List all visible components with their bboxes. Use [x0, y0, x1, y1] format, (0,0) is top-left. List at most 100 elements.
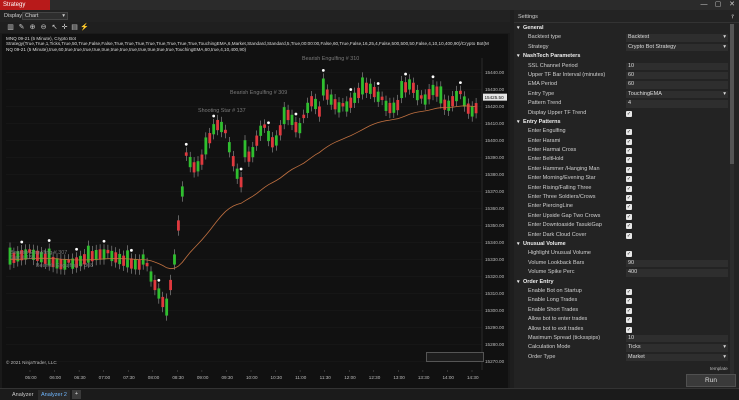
settings-checkbox[interactable]: ✓: [626, 288, 632, 295]
settings-category[interactable]: ▾ Entry Patterns: [514, 118, 728, 127]
candle-body: [306, 102, 310, 113]
settings-checkbox[interactable]: ✓: [626, 251, 632, 258]
signal-dot: [321, 68, 325, 72]
settings-checkbox[interactable]: ✓: [626, 317, 632, 324]
x-tick-label: 11:30: [320, 375, 332, 380]
candle-body: [349, 97, 353, 108]
settings-scrollbar[interactable]: [730, 24, 734, 374]
strategy-icon[interactable]: ⚡: [80, 24, 89, 31]
settings-label: EMA Period: [528, 81, 558, 88]
crosshair-icon[interactable]: ✛: [61, 24, 68, 31]
settings-checkbox[interactable]: ✓: [626, 110, 632, 117]
settings-checkbox[interactable]: ✓: [626, 204, 632, 211]
add-tab-button[interactable]: +: [72, 390, 81, 399]
price-chart[interactable]: 15440.00 15430.00 15420.00 15410.00 15400.00…: [2, 34, 508, 388]
settings-label: Enable Bot on Startup: [528, 287, 582, 294]
settings-checkbox[interactable]: ✓: [626, 166, 632, 173]
settings-checkbox[interactable]: ✓: [626, 129, 632, 136]
collapse-arrow-icon[interactable]: ▾: [517, 118, 520, 125]
settings-label: Enter Dark Cloud Cover: [528, 231, 587, 238]
settings-input[interactable]: 60: [626, 71, 728, 80]
candle-body: [329, 94, 333, 105]
tab-analyzer[interactable]: Analyzer: [12, 392, 34, 398]
settings-select[interactable]: Ticks ▾: [626, 344, 728, 352]
zoom-in-icon[interactable]: ⊕: [29, 24, 36, 31]
chart-legend-box: [426, 352, 484, 362]
pencil-icon[interactable]: ✎: [18, 24, 25, 31]
chart-canvas[interactable]: 15440.00 15430.00 15420.00 15410.00 15400.00…: [2, 34, 508, 388]
zoom-out-icon[interactable]: ⊖: [40, 24, 47, 31]
settings-category[interactable]: ▾ Unusual Volume: [514, 240, 728, 249]
candle-body: [310, 96, 313, 107]
settings-checkbox[interactable]: ✓: [626, 298, 632, 305]
display-select[interactable]: Chart ▾: [22, 12, 68, 20]
x-tick-label: 11:00: [295, 375, 307, 380]
y-tick-label: 15330.00: [485, 257, 505, 262]
candle-body: [32, 249, 35, 260]
settings-label: Enter BeltHold: [528, 156, 564, 163]
settings-input[interactable]: 60: [626, 81, 728, 89]
settings-category[interactable]: ▾ General: [514, 24, 728, 33]
settings-row: Display Upper TF Trend ✓: [514, 109, 728, 118]
settings-input[interactable]: 90: [626, 259, 728, 268]
settings-value: Market: [628, 353, 645, 360]
settings-checkbox[interactable]: ✓: [626, 326, 632, 333]
settings-input[interactable]: 10: [626, 334, 728, 343]
collapse-arrow-icon[interactable]: ▾: [517, 25, 520, 31]
settings-input[interactable]: 400: [626, 269, 728, 277]
scrollbar-thumb[interactable]: [730, 24, 734, 164]
settings-row: Volume Lookback Bars 90: [514, 259, 728, 268]
settings-checkbox[interactable]: ✓: [626, 157, 632, 164]
y-tick-label: 15430.00: [485, 87, 505, 92]
settings-checkbox[interactable]: ✓: [626, 213, 632, 220]
settings-checkbox[interactable]: ✓: [626, 176, 632, 183]
collapse-arrow-icon[interactable]: ▾: [517, 53, 520, 60]
signal-dot: [47, 239, 51, 242]
settings-checkbox[interactable]: ✓: [626, 195, 632, 202]
close-button[interactable]: ✕: [729, 1, 735, 8]
properties-icon[interactable]: ▤: [71, 24, 78, 31]
collapse-arrow-icon[interactable]: ▾: [517, 240, 520, 247]
y-tick-label: 15420.00: [485, 104, 505, 109]
settings-label: NashTech Parameters: [523, 53, 581, 60]
settings-title: Settings: [518, 14, 538, 20]
chevron-down-icon: ▾: [723, 43, 726, 50]
settings-row: Enter BeltHold ✓: [514, 155, 728, 164]
pointer-icon[interactable]: ↖: [51, 24, 58, 31]
settings-checkbox[interactable]: ✓: [626, 307, 632, 314]
settings-checkbox[interactable]: ✓: [626, 138, 632, 145]
signal-dot: [459, 81, 462, 85]
settings-select[interactable]: Market ▾: [626, 353, 728, 362]
settings-checkbox[interactable]: ✓: [626, 232, 632, 239]
settings-category[interactable]: ▾ Order Entry: [514, 278, 728, 287]
tab-analyzer-2[interactable]: Analyzer 2: [38, 390, 70, 400]
settings-input[interactable]: 10: [626, 62, 728, 71]
settings-row: Strategy Crypto Bot Strategy ▾: [514, 43, 728, 52]
minimize-button[interactable]: —: [700, 1, 708, 8]
run-button[interactable]: Run: [686, 374, 736, 387]
settings-input[interactable]: 4: [626, 100, 728, 108]
settings-select[interactable]: Backtest ▾: [626, 34, 728, 42]
pin-icon[interactable]: ⫯: [731, 14, 734, 20]
settings-checkbox[interactable]: ✓: [626, 185, 632, 192]
settings-row: Order Type Market ▾: [514, 353, 728, 362]
settings-row: Pattern Trend 4: [514, 99, 728, 108]
settings-row: Enter Morning/Evening Star ✓: [514, 174, 728, 183]
price-label-box: [483, 93, 507, 101]
settings-category[interactable]: ▾ NashTech Parameters: [514, 52, 728, 61]
candle-body: [192, 162, 196, 173]
candle-body: [368, 83, 372, 94]
settings-select[interactable]: TouchingEMA ▾: [626, 90, 728, 99]
settings-checkbox[interactable]: ✓: [626, 223, 632, 230]
settings-label: Order Entry: [523, 278, 554, 285]
settings-checkbox[interactable]: ✓: [626, 148, 632, 155]
template-link[interactable]: template: [710, 366, 728, 371]
candle-body: [447, 100, 451, 111]
bars-icon[interactable]: ▥: [7, 24, 14, 31]
candle-body: [177, 220, 180, 231]
maximize-button[interactable]: ▢: [714, 1, 722, 8]
settings-select[interactable]: Crypto Bot Strategy ▾: [626, 43, 728, 52]
settings-value: 60: [628, 81, 635, 88]
x-tick-label: 09:30: [221, 375, 233, 380]
collapse-arrow-icon[interactable]: ▾: [517, 278, 520, 285]
